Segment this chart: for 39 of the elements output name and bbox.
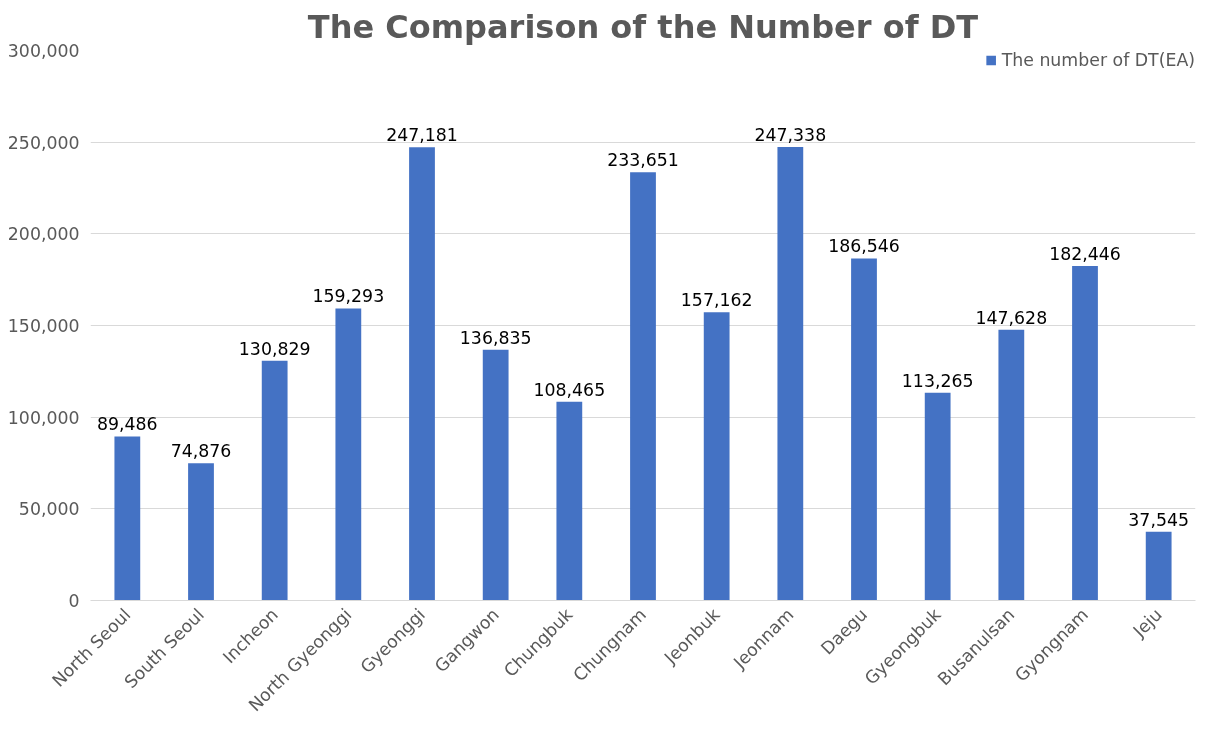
data-label: 157,162	[680, 290, 753, 311]
data-label: 74,876	[170, 441, 232, 462]
bar	[924, 392, 951, 601]
y-tick-label: 100,000	[7, 407, 80, 428]
data-label: 247,338	[754, 125, 827, 146]
data-label: 247,181	[386, 125, 458, 146]
data-label: 233,651	[607, 150, 679, 171]
data-label: 130,829	[238, 338, 311, 359]
data-label: 37,545	[1128, 509, 1189, 530]
bar	[1072, 266, 1098, 601]
y-tick-label: 150,000	[7, 316, 80, 336]
y-tick-label: 250,000	[7, 132, 80, 153]
data-label: 136,835	[459, 327, 532, 348]
y-tick-label: 300,000	[7, 41, 80, 61]
data-label: 108,465	[533, 379, 606, 400]
bar	[630, 172, 656, 601]
bar	[188, 463, 214, 601]
bar	[777, 147, 804, 601]
bar	[1145, 531, 1172, 601]
data-label: 182,446	[1049, 244, 1121, 265]
y-tick-label: 50,000	[18, 499, 80, 520]
bar	[409, 147, 435, 601]
bar	[851, 258, 877, 601]
legend-label: The number of DT(EA)	[1001, 50, 1195, 70]
data-label: 147,628	[975, 307, 1048, 328]
data-label: 89,486	[97, 414, 158, 435]
bar	[556, 401, 583, 601]
data-label: 186,546	[828, 236, 900, 257]
bar	[261, 360, 288, 601]
chart-title: The Comparison of the Number of DT	[307, 7, 979, 46]
y-tick-label: 200,000	[7, 224, 80, 245]
bar	[335, 308, 362, 601]
bar	[114, 436, 141, 601]
y-tick-label: 0	[68, 591, 80, 611]
data-label: 113,265	[901, 370, 974, 391]
bar	[703, 312, 730, 601]
bar	[998, 329, 1025, 601]
bar	[482, 349, 509, 601]
data-label: 159,293	[312, 286, 385, 307]
